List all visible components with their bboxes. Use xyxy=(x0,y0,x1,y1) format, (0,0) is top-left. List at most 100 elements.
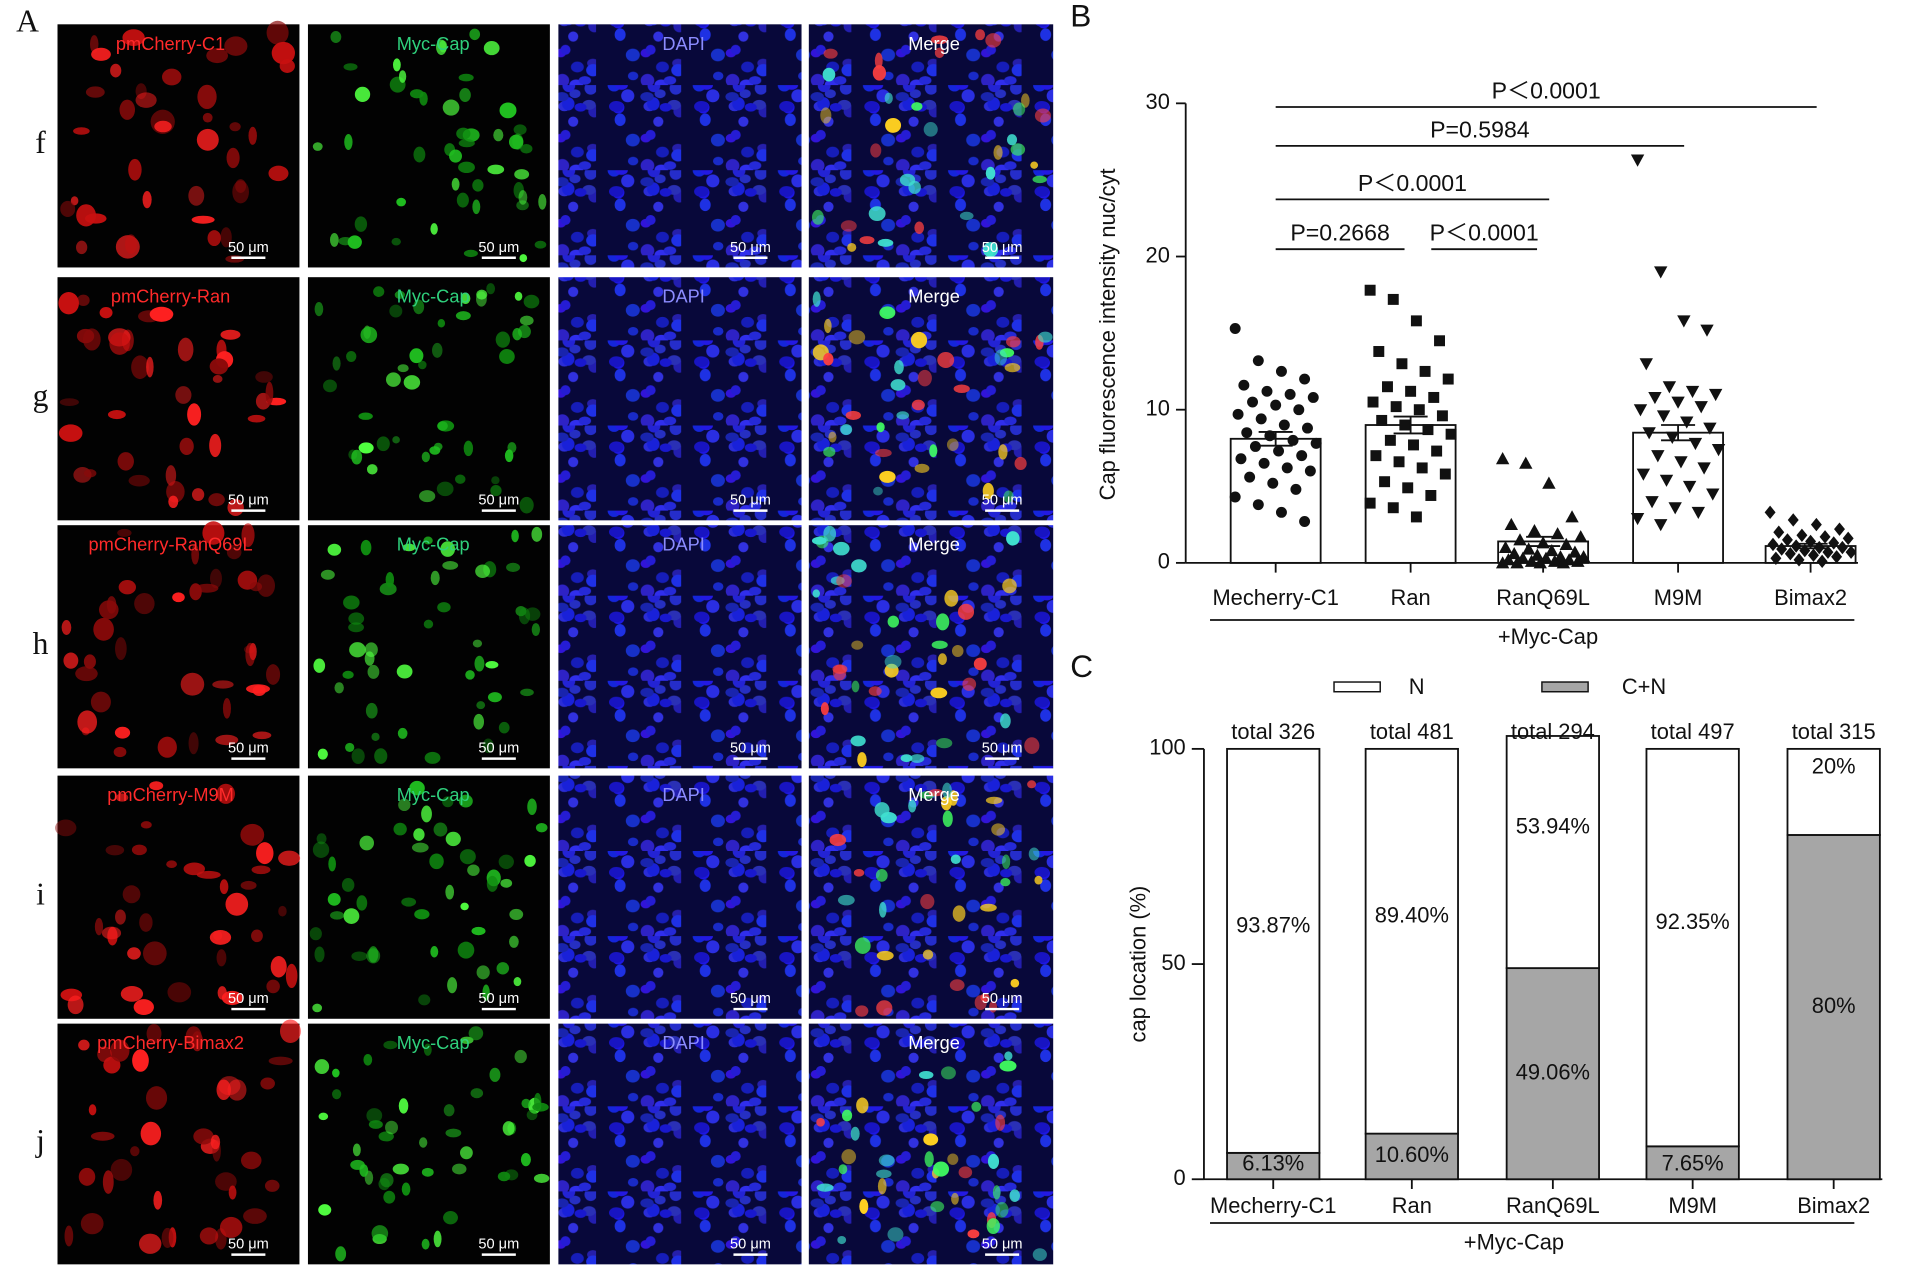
cell xyxy=(101,926,122,940)
point xyxy=(1310,437,1322,449)
cell xyxy=(980,903,997,912)
cell xyxy=(58,292,79,315)
image xyxy=(558,775,802,1019)
cell xyxy=(224,36,248,56)
error-bar xyxy=(1661,424,1696,442)
channel-label: DAPI xyxy=(662,286,705,307)
image xyxy=(307,525,550,769)
cell xyxy=(440,541,456,557)
cell xyxy=(396,197,407,207)
value-label: 20% xyxy=(1812,753,1856,778)
channel-label: Merge xyxy=(908,784,960,805)
cell xyxy=(110,63,122,78)
cell xyxy=(196,128,219,151)
y-tick-label: 0 xyxy=(1174,1165,1186,1190)
cell xyxy=(55,819,77,837)
cell xyxy=(209,930,232,945)
cell xyxy=(197,84,217,110)
point xyxy=(1548,554,1562,567)
point xyxy=(1810,517,1822,532)
cell xyxy=(874,52,883,69)
point xyxy=(1799,543,1811,558)
cell xyxy=(475,291,487,307)
cell xyxy=(107,410,126,420)
cell xyxy=(1006,531,1020,546)
cell xyxy=(125,234,137,254)
cell xyxy=(358,412,373,420)
cell xyxy=(76,204,96,227)
cell xyxy=(365,702,378,719)
cell xyxy=(470,1088,484,1099)
cell xyxy=(191,544,200,565)
cell xyxy=(487,164,505,175)
cell xyxy=(940,1066,956,1080)
cell xyxy=(437,602,451,613)
scale-bar-label: 50 μm xyxy=(730,240,771,256)
cell xyxy=(513,182,524,199)
cell xyxy=(398,1098,409,1114)
cell xyxy=(1032,175,1047,184)
cell xyxy=(149,306,174,322)
cell xyxy=(986,1218,1000,1235)
cell xyxy=(495,331,511,348)
cell xyxy=(347,235,362,249)
scale-bar-label: 50 μm xyxy=(730,1237,771,1253)
cell xyxy=(193,1128,214,1145)
cell xyxy=(334,682,344,694)
cell xyxy=(421,1238,430,1250)
cell xyxy=(102,1170,114,1194)
point xyxy=(1519,456,1533,469)
cell xyxy=(402,543,416,552)
x-tick-label: M9M xyxy=(1668,1193,1717,1218)
cell xyxy=(463,440,474,457)
point xyxy=(1633,404,1648,417)
point xyxy=(1571,554,1585,567)
cell xyxy=(436,481,454,497)
bar-segment xyxy=(1786,747,1881,836)
scale-bar-label: 50 μm xyxy=(982,240,1023,256)
value-label: 49.06% xyxy=(1516,1059,1590,1084)
cell xyxy=(910,331,928,349)
cell xyxy=(180,672,205,696)
channel-label: DAPI xyxy=(662,33,705,54)
cell xyxy=(172,592,185,603)
comparison-label: P＜0.0001 xyxy=(1430,220,1539,246)
point xyxy=(1510,556,1524,569)
point xyxy=(1654,266,1668,279)
cell xyxy=(523,294,540,309)
cell xyxy=(460,1036,474,1044)
cell xyxy=(534,240,547,249)
cell xyxy=(128,158,142,181)
cell xyxy=(318,1112,329,1121)
point xyxy=(1275,506,1287,518)
cell xyxy=(894,360,904,375)
cell xyxy=(923,1133,939,1146)
micrograph: pmCherry-C1 50 μm xyxy=(57,20,300,268)
bar-segment xyxy=(1226,747,1321,1154)
point xyxy=(1302,422,1313,434)
point xyxy=(1630,512,1645,526)
cell xyxy=(908,799,917,813)
cell xyxy=(868,206,886,222)
cell xyxy=(445,831,461,847)
micrograph: Myc-Cap 50 μm xyxy=(307,775,550,1019)
cell xyxy=(443,1104,455,1117)
scale-bar-label: 50 μm xyxy=(478,493,519,509)
point xyxy=(1299,373,1311,385)
cell xyxy=(257,574,276,597)
point xyxy=(1387,293,1399,305)
cell xyxy=(94,918,104,936)
cell xyxy=(106,596,117,614)
cell xyxy=(227,1079,247,1101)
cell xyxy=(385,1120,398,1135)
cell xyxy=(398,798,411,812)
cell xyxy=(946,438,959,451)
x-group-label: +Myc-Cap xyxy=(1464,1229,1564,1254)
cell xyxy=(971,1101,982,1112)
cell xyxy=(951,1192,959,1205)
point xyxy=(1413,404,1425,416)
cell xyxy=(265,381,274,405)
cell xyxy=(318,1204,332,1216)
cell xyxy=(80,1212,104,1235)
cell xyxy=(409,780,425,796)
